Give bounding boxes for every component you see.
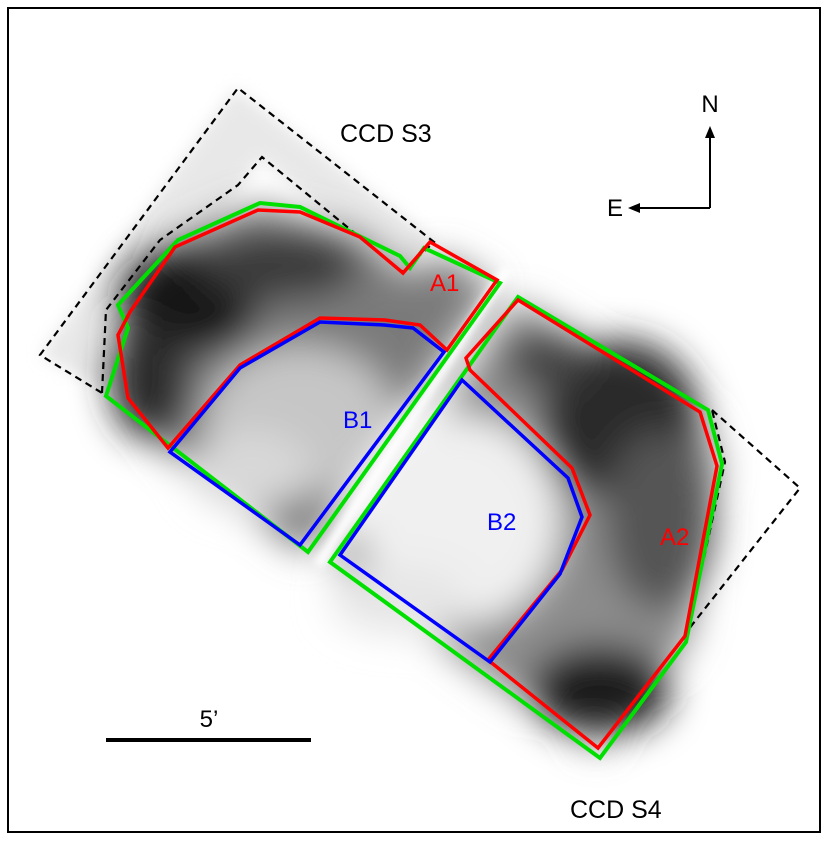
region-a1-label: A1 bbox=[430, 270, 459, 297]
region-b2-label: B2 bbox=[487, 509, 516, 536]
compass-east-label: E bbox=[607, 195, 623, 222]
region-b2 bbox=[337, 377, 584, 665]
north-arrow-icon bbox=[705, 126, 715, 138]
region-a2 bbox=[464, 297, 719, 751]
scale-bar: 5’ bbox=[106, 706, 311, 742]
ccd-s3-label: CCD S3 bbox=[340, 120, 432, 148]
ccd-s4-label: CCD S4 bbox=[570, 796, 662, 824]
ccd-s4-boundary bbox=[686, 409, 802, 631]
east-arrow-icon bbox=[628, 203, 640, 213]
region-b1-label: B1 bbox=[343, 407, 372, 434]
green-region-s4 bbox=[327, 294, 725, 761]
scale-bar-label: 5’ bbox=[200, 706, 219, 733]
compass-north-label: N bbox=[701, 91, 718, 118]
region-a1 bbox=[116, 208, 500, 451]
region-b1 bbox=[167, 320, 447, 548]
region-a2-label: A2 bbox=[660, 524, 689, 551]
compass-rose: N E bbox=[607, 91, 719, 222]
emission-image bbox=[40, 88, 720, 750]
